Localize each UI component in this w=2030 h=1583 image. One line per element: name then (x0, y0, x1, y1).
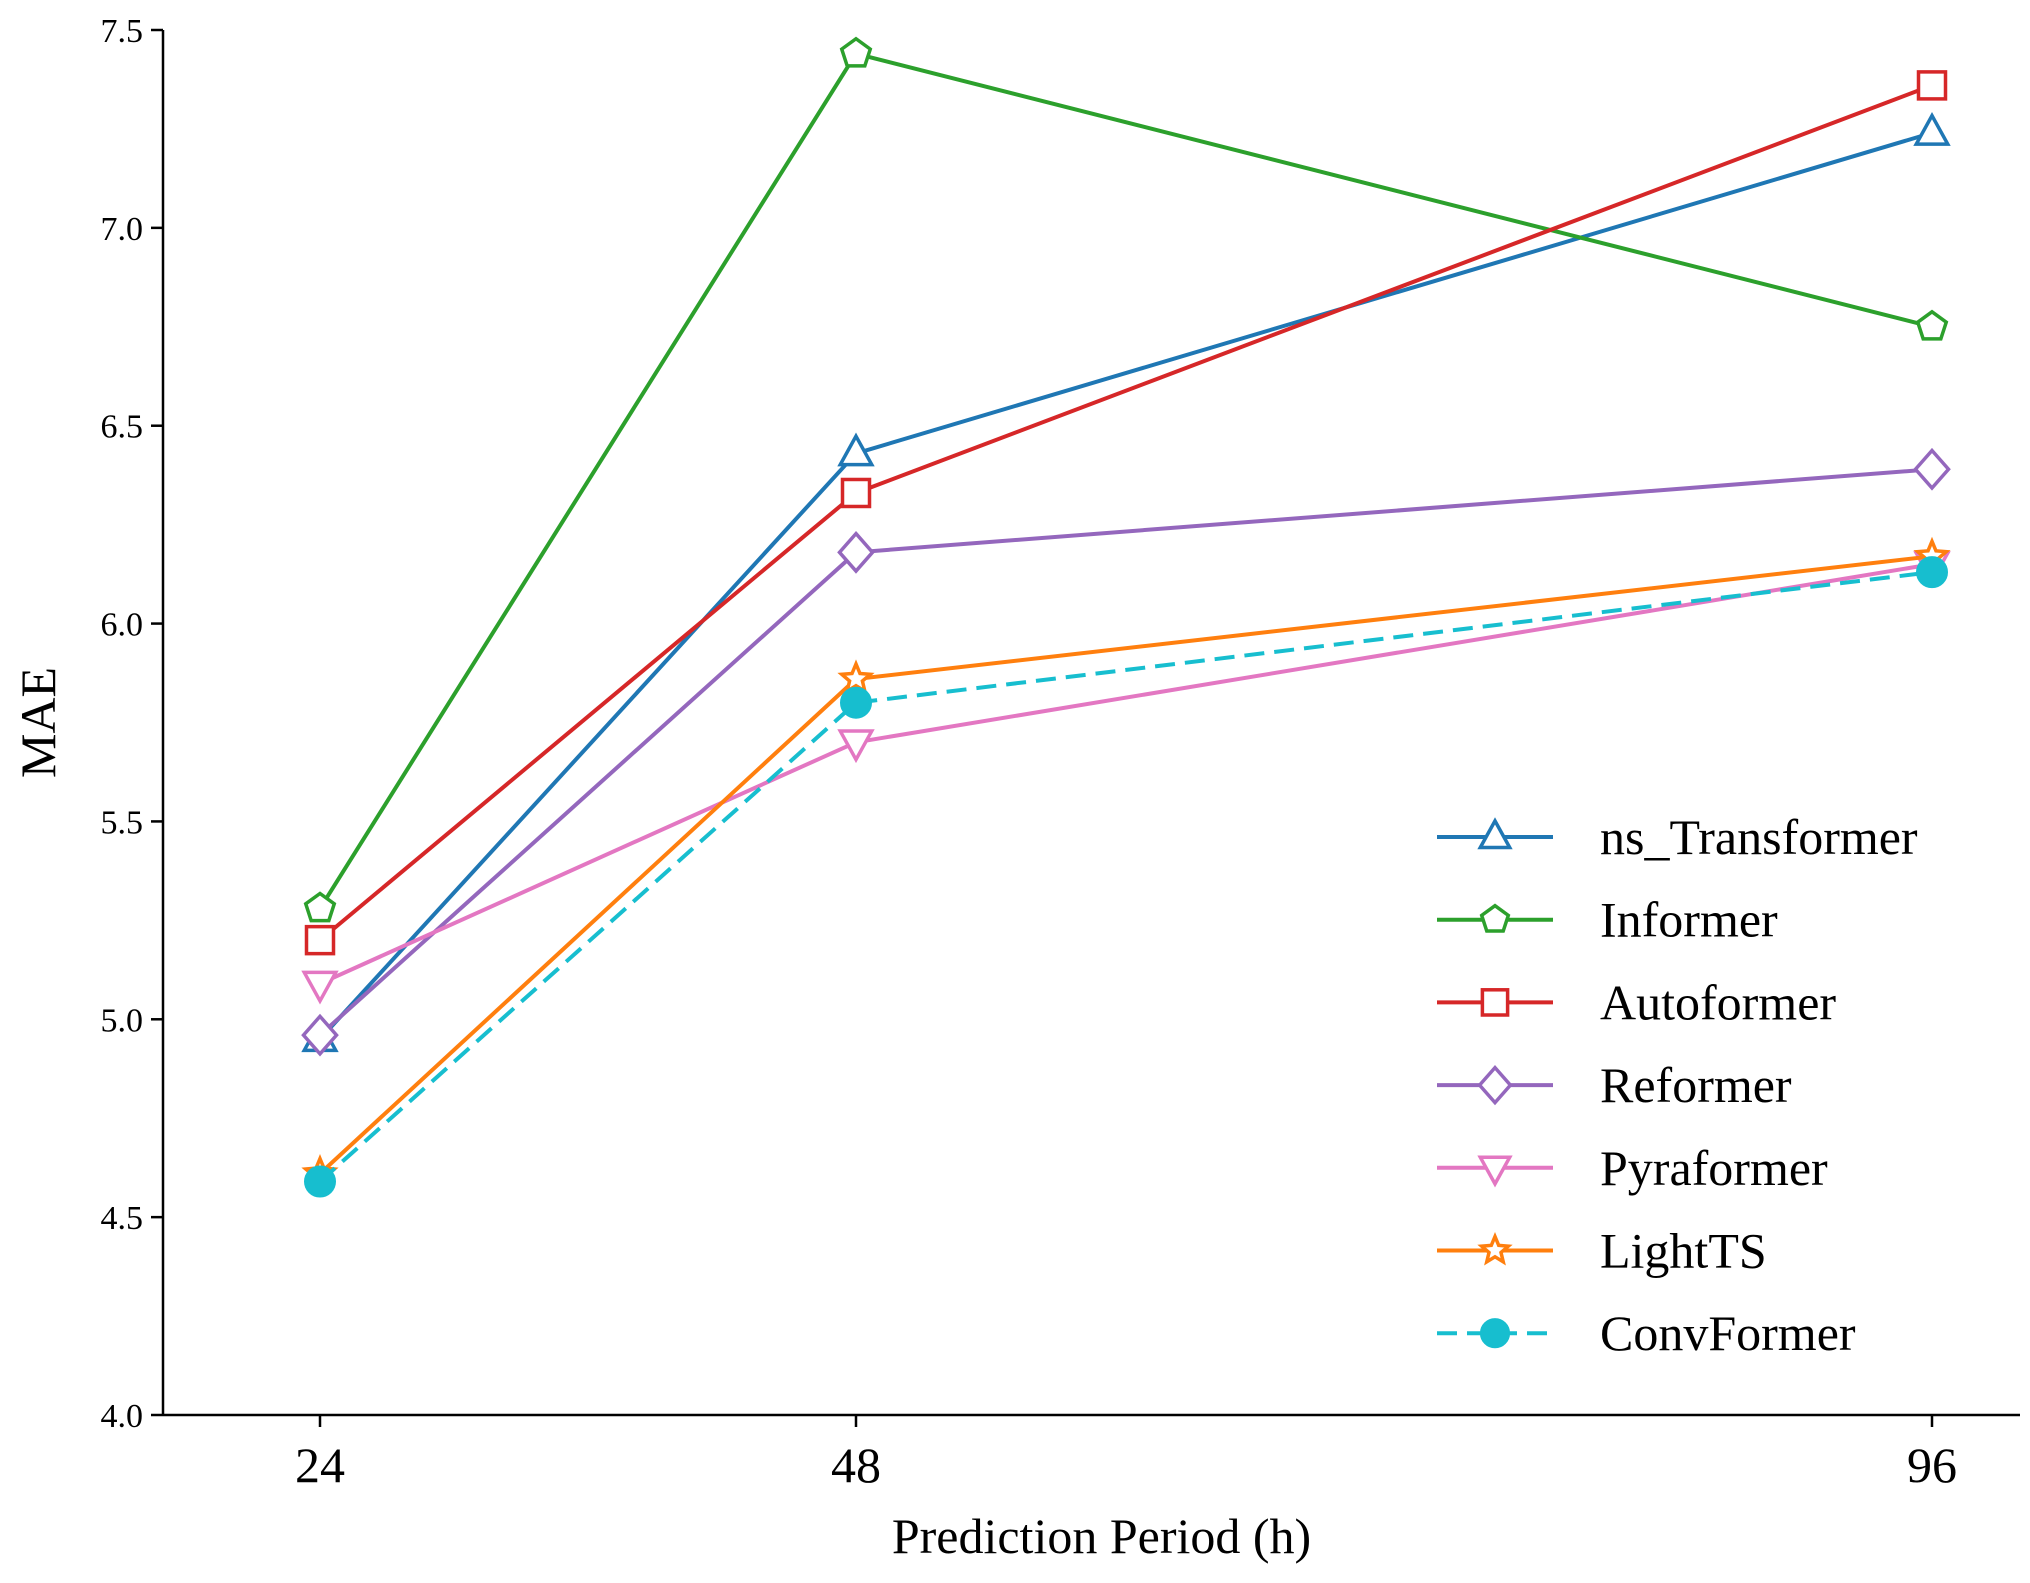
data-point (1916, 70, 1948, 101)
y-tick-label: 4.5 (101, 1200, 144, 1237)
legend-marker (1477, 1155, 1513, 1188)
legend-item: Pyraformer (1437, 1140, 1828, 1196)
legend-marker (1480, 988, 1510, 1017)
x-axis-label: Prediction Period (h) (892, 1508, 1311, 1564)
legend-marker (1477, 1064, 1513, 1106)
data-point (837, 659, 875, 695)
x-tick-label: 24 (295, 1437, 345, 1493)
legend-marker (1479, 903, 1511, 933)
data-point (304, 924, 336, 956)
legend-item: ns_Transformer (1437, 809, 1918, 865)
series-group (301, 36, 1951, 1198)
legend-item: ConvFormer (1437, 1305, 1856, 1361)
data-point (837, 729, 875, 764)
legend-marker (1479, 1318, 1511, 1349)
legend-label: Autoformer (1600, 974, 1836, 1030)
data-point (1915, 309, 1949, 341)
legend-label: Informer (1600, 892, 1778, 948)
legend-label: ns_Transformer (1600, 809, 1918, 865)
data-point (840, 686, 872, 719)
legend-item: Reformer (1437, 1057, 1792, 1113)
data-point (303, 891, 337, 923)
series-line (318, 51, 1933, 910)
legend-label: LightTS (1600, 1223, 1767, 1279)
x-tick-label: 48 (831, 1437, 881, 1493)
y-tick-label: 5.0 (101, 1002, 144, 1039)
legend-label: Pyraformer (1600, 1140, 1828, 1196)
y-tick-label: 4.0 (101, 1398, 144, 1435)
data-point (837, 530, 875, 574)
x-tick-label: 96 (1907, 1437, 1957, 1493)
legend-marker (1477, 817, 1513, 850)
legend-label: Reformer (1600, 1057, 1792, 1113)
series-autoformer (304, 70, 1948, 956)
series-line (318, 570, 1933, 1184)
data-point (304, 1165, 336, 1198)
y-tick-label: 5.5 (101, 804, 144, 841)
series-informer (303, 36, 1949, 923)
data-point (837, 432, 875, 467)
data-point (301, 1013, 339, 1057)
axes: 4.0 4.5 5.0 5.5 6.0 6.5 7.0 7.5 24 48 96 (101, 13, 2020, 1493)
data-point (1913, 112, 1951, 146)
legend-item: Autoformer (1437, 974, 1836, 1030)
data-point (1916, 556, 1948, 589)
legend-marker (1477, 1231, 1513, 1266)
data-point (840, 477, 872, 509)
legend-item: Informer (1437, 892, 1778, 948)
legend-label: ConvFormer (1600, 1305, 1856, 1361)
y-axis-label: MAE (10, 667, 66, 778)
legend-item: LightTS (1437, 1223, 1767, 1279)
y-tick-label: 6.0 (101, 607, 144, 644)
series-convformer (304, 556, 1948, 1198)
data-point (1913, 447, 1951, 491)
y-tick-label: 7.0 (101, 211, 144, 248)
y-tick-label: 7.5 (101, 13, 144, 50)
data-point (839, 36, 873, 68)
data-point (301, 970, 339, 1005)
y-tick-label: 6.5 (101, 409, 144, 446)
series-reformer (301, 447, 1951, 1057)
legend: ns_Transformer Informer Autoformer Reformer… (1437, 809, 1918, 1361)
